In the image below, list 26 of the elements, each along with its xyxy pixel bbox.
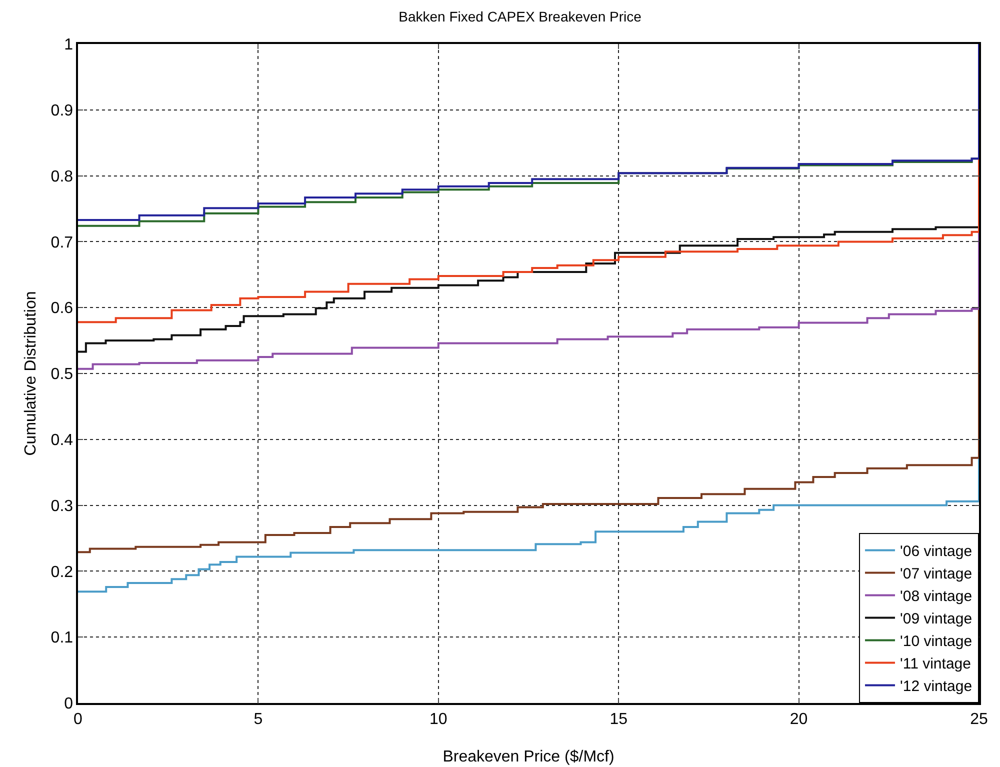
y-tick-label: 1 <box>64 36 74 54</box>
y-axis-title: Cumulative Distribution <box>22 291 40 456</box>
legend-label: '08 vintage <box>900 588 972 606</box>
x-tick-label: 25 <box>970 710 988 728</box>
x-tick-label: 15 <box>610 710 628 728</box>
y-tick-label: 0.1 <box>50 630 74 647</box>
y-tick-label: 0 <box>64 696 74 713</box>
chart-title: Bakken Fixed CAPEX Breakeven Price <box>398 8 642 24</box>
legend-label: '12 vintage <box>900 678 972 696</box>
y-tick-label: 0.4 <box>50 432 74 449</box>
x-tick-label: 10 <box>430 710 448 728</box>
legend-label: '06 vintage <box>900 543 972 560</box>
y-tick-label: 0.7 <box>50 234 74 252</box>
y-tick-label: 0.5 <box>50 366 74 384</box>
y-tick-label: 0.2 <box>50 564 74 581</box>
legend-label: '07 vintage <box>900 566 972 583</box>
legend-label: '11 vintage <box>900 656 971 673</box>
y-tick-label: 0.3 <box>50 498 74 515</box>
y-tick-label: 0.6 <box>50 300 74 318</box>
x-axis-title: Breakeven Price ($/Mcf) <box>442 748 614 766</box>
y-tick-label: 0.8 <box>50 168 74 186</box>
y-tick-label: 0.9 <box>50 102 74 120</box>
x-tick-label: 20 <box>790 710 808 728</box>
x-tick-label: 5 <box>254 710 263 728</box>
legend-label: '10 vintage <box>900 633 972 650</box>
legend-label: '09 vintage <box>900 610 972 628</box>
